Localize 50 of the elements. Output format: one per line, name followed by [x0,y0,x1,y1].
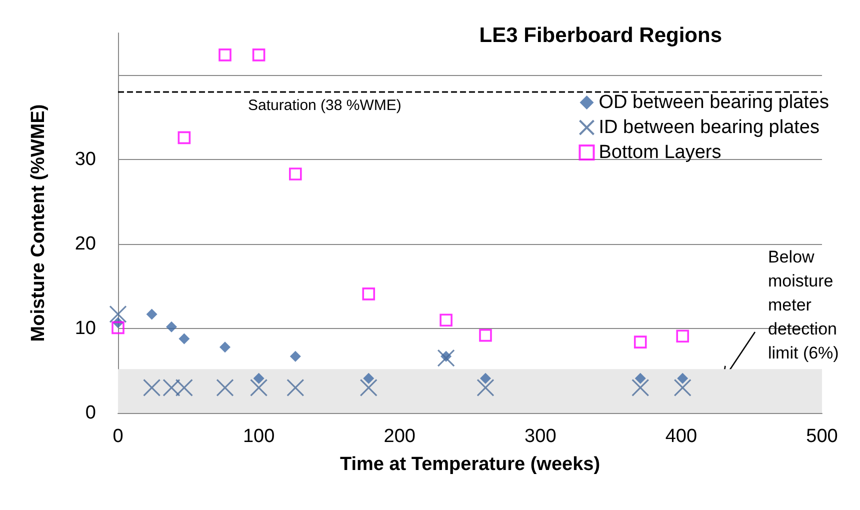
point [476,378,494,396]
point [253,372,264,384]
point [250,378,268,396]
point [362,288,376,300]
point [677,372,688,384]
x-tick-label: 0 [112,426,124,447]
point [166,321,178,332]
point [290,350,301,362]
point [674,378,692,396]
point [286,378,304,396]
legend-label: ID between bearing plates [598,117,820,138]
point [632,378,650,396]
point [178,333,190,344]
point [479,328,492,342]
point [634,372,646,384]
point [142,378,161,396]
point [363,372,374,384]
y-tick-label: 0 [85,402,96,424]
x-tick-label: 500 [806,426,838,447]
point [480,372,491,384]
point [175,378,193,396]
x-tick-label: 300 [524,426,556,447]
point [252,48,266,62]
legend-label: OD between bearing plates [598,92,830,113]
point [220,342,231,353]
point [112,321,124,334]
x-tick-label: 400 [665,426,698,447]
point [178,131,191,144]
point [146,308,158,320]
point [218,48,232,62]
ref-line-label: Saturation (38 %WME) [248,97,402,114]
x-tick-label: 100 [242,426,275,447]
point [440,314,452,327]
legend-label: Bottom Layers [598,142,722,163]
annotation: Below moisture meter detection limit (6%) [768,248,842,362]
chart-title: LE3 Fiberboard Regions [479,24,722,47]
point [216,378,234,396]
y-tick-label: 10 [74,318,96,340]
x-tick-label: 200 [384,426,416,447]
y-tick-label: 30 [74,149,96,170]
point [109,305,127,323]
y-tick-label: 20 [74,234,96,255]
point [634,336,647,348]
point [360,378,378,396]
point [437,349,455,367]
point [289,168,302,180]
point [676,330,690,343]
y-axis-title: Moisture Content (%WME) [28,104,49,342]
point [162,378,180,396]
x-axis-title: Time at Temperature (weeks) [340,454,600,475]
